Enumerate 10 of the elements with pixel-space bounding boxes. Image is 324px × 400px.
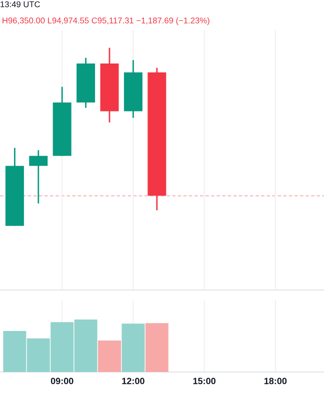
- text: H96,350.00 L94,974.55 C95,117.31 −1,187.69 (−1.23%): [2, 17, 210, 26]
- x-tick-label: 15:00: [193, 378, 216, 384]
- bar: [122, 324, 145, 372]
- x-tick-label: 09:00: [50, 378, 74, 384]
- candlestick: [29, 150, 48, 204]
- bar: [98, 340, 121, 372]
- x-tick-label: 12:00: [122, 378, 144, 384]
- bar: [145, 323, 168, 372]
- x-tick-label: 18:00: [264, 378, 287, 384]
- text: 13:49 UTC: [0, 1, 40, 8]
